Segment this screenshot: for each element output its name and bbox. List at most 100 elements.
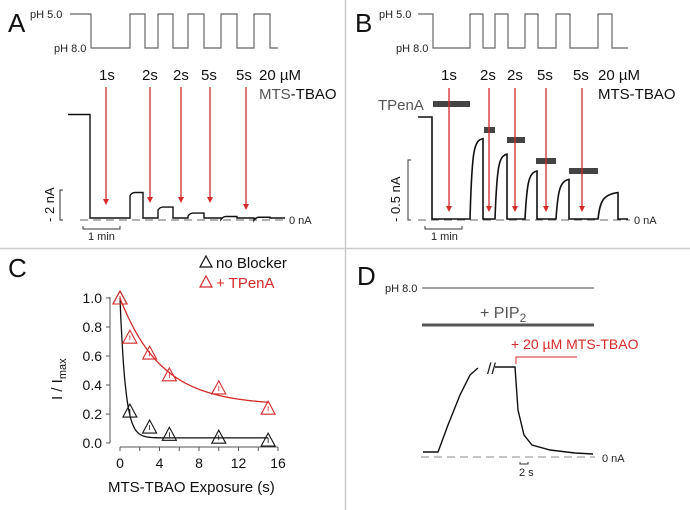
y-tick-label: 0.6 xyxy=(83,348,103,364)
time-scale-label: 1 min xyxy=(431,231,458,243)
tpena-bar xyxy=(569,168,598,174)
exposure-label: 5s xyxy=(236,67,252,84)
reagent-arrows xyxy=(103,87,249,210)
fit-curve-tpena xyxy=(119,297,269,403)
reagent-name: MTS-TBAO xyxy=(598,86,676,103)
panel-label-a: A xyxy=(8,8,26,38)
panel-b: B pH 5.0 pH 8.0 1s 2s 2s 5s 5s 20 µM MTS… xyxy=(355,8,676,243)
y-tick-label: 0.8 xyxy=(83,319,103,335)
data-point xyxy=(161,426,178,441)
tpena-bar xyxy=(507,137,525,143)
data-point xyxy=(141,344,158,360)
y-axis-label-main: I / I xyxy=(49,379,66,400)
reagent-prefix: MTS xyxy=(259,86,291,103)
exposure-label: 5s xyxy=(201,67,217,84)
ph-step-protocol xyxy=(418,13,628,49)
tpena-bar xyxy=(433,101,470,107)
current-trace xyxy=(418,116,628,220)
reagent-name: MTS-TBAO xyxy=(259,86,337,103)
zero-label: 0 nA xyxy=(634,215,657,227)
y-tick-label: 0.4 xyxy=(83,377,103,393)
ph-high-label: pH 5.0 xyxy=(379,9,411,21)
legend-marker-no-blocker xyxy=(198,254,214,268)
panel-label-b: B xyxy=(355,8,372,38)
panel-label-c: C xyxy=(8,253,27,283)
ph-step-protocol xyxy=(70,13,278,49)
x-tick-label: 4 xyxy=(156,455,164,471)
blocker-label: TPenA xyxy=(378,97,424,114)
x-tick-label: 0 xyxy=(116,455,124,471)
y-tick-label: 1.0 xyxy=(83,290,103,306)
fit-curve-no-blocker xyxy=(119,297,269,439)
reagent-concentration: 20 µM xyxy=(259,67,301,84)
panel-c: C no Blocker + TPenA 0.00.20.40.60.81.00… xyxy=(8,253,287,496)
current-scale-bar xyxy=(59,189,63,221)
ph-low-label: pH 8.0 xyxy=(54,43,86,55)
y-tick-label: 0.2 xyxy=(83,406,103,422)
zero-label: 0 nA xyxy=(602,453,625,465)
pip2-label-main: + PIP xyxy=(480,305,520,322)
data-point xyxy=(210,379,227,395)
plot-area xyxy=(112,289,277,447)
current-trace xyxy=(423,366,594,455)
arrow-head-icon xyxy=(579,206,585,212)
exposure-label: 2s xyxy=(507,67,523,84)
exposure-label: 1s xyxy=(441,67,457,84)
arrow-head-icon xyxy=(543,206,549,212)
reagent-arrows xyxy=(446,88,585,212)
current-scale-label: - 2 nA xyxy=(42,187,57,222)
data-point xyxy=(121,402,138,418)
data-point xyxy=(121,328,138,344)
y-axis-label-sub: max xyxy=(57,358,69,379)
data-point xyxy=(141,418,158,434)
arrow-head-icon xyxy=(178,197,184,203)
zero-label: 0 nA xyxy=(289,215,312,227)
arrow-head-icon xyxy=(147,197,153,203)
current-trace xyxy=(68,113,285,223)
arrow-head-icon xyxy=(243,204,249,210)
y-axis-label: I / Imax xyxy=(49,358,69,400)
x-tick-label: 8 xyxy=(195,455,203,471)
exposure-label: 2s xyxy=(173,67,189,84)
arrow-head-icon xyxy=(486,206,492,212)
exposure-label: 5s xyxy=(537,67,553,84)
data-point xyxy=(112,289,128,305)
time-scale-label: 2 s xyxy=(519,467,534,479)
x-tick-label: 12 xyxy=(231,455,247,471)
legend: no Blocker + TPenA xyxy=(198,254,287,292)
reagent-application-line xyxy=(515,356,577,364)
pip2-label: + PIP2 xyxy=(480,305,527,325)
data-point xyxy=(260,431,277,447)
exposure-label: 2s xyxy=(480,67,496,84)
current-scale-label: - 0.5 nA xyxy=(388,176,403,222)
arrow-head-icon xyxy=(512,206,518,212)
reagent-label: + 20 µM MTS-TBAO xyxy=(511,336,639,352)
legend-marker-tpena xyxy=(198,274,214,288)
break-mark: // xyxy=(487,361,496,378)
data-point xyxy=(161,366,178,382)
ph-low-label: pH 8.0 xyxy=(396,43,428,55)
reagent-suffix: -TBAO xyxy=(291,86,337,103)
x-tick-label: 16 xyxy=(270,455,286,471)
panel-d: D pH 8.0 + PIP2 + 20 µM MTS-TBAO // 0 nA… xyxy=(357,261,639,479)
time-scale-bar xyxy=(82,226,121,230)
time-scale-bar xyxy=(424,226,463,230)
pip2-label-sub: 2 xyxy=(520,311,527,325)
arrow-head-icon xyxy=(207,197,213,203)
exposure-label: 2s xyxy=(142,67,158,84)
arrow-head-icon xyxy=(103,199,109,205)
ph-label: pH 8.0 xyxy=(385,283,417,295)
panel-label-d: D xyxy=(357,261,376,291)
exposure-label: 1s xyxy=(99,67,115,84)
reagent-concentration: 20 µM xyxy=(598,67,640,84)
y-tick-label: 0.0 xyxy=(83,435,103,451)
exposure-label: 5s xyxy=(573,67,589,84)
time-scale-bar xyxy=(519,462,529,465)
legend-label-tpena: + TPenA xyxy=(216,275,275,292)
axis-ticks: 0.0 0.2 0.4 0.6 0.8 1.0 0 4 8 12 16 xyxy=(83,290,286,471)
x-axis-label: MTS-TBAO Exposure (s) xyxy=(108,479,275,496)
legend-label-no-blocker: no Blocker xyxy=(216,255,287,272)
data-point xyxy=(210,429,227,444)
time-scale-label: 1 min xyxy=(88,231,115,243)
